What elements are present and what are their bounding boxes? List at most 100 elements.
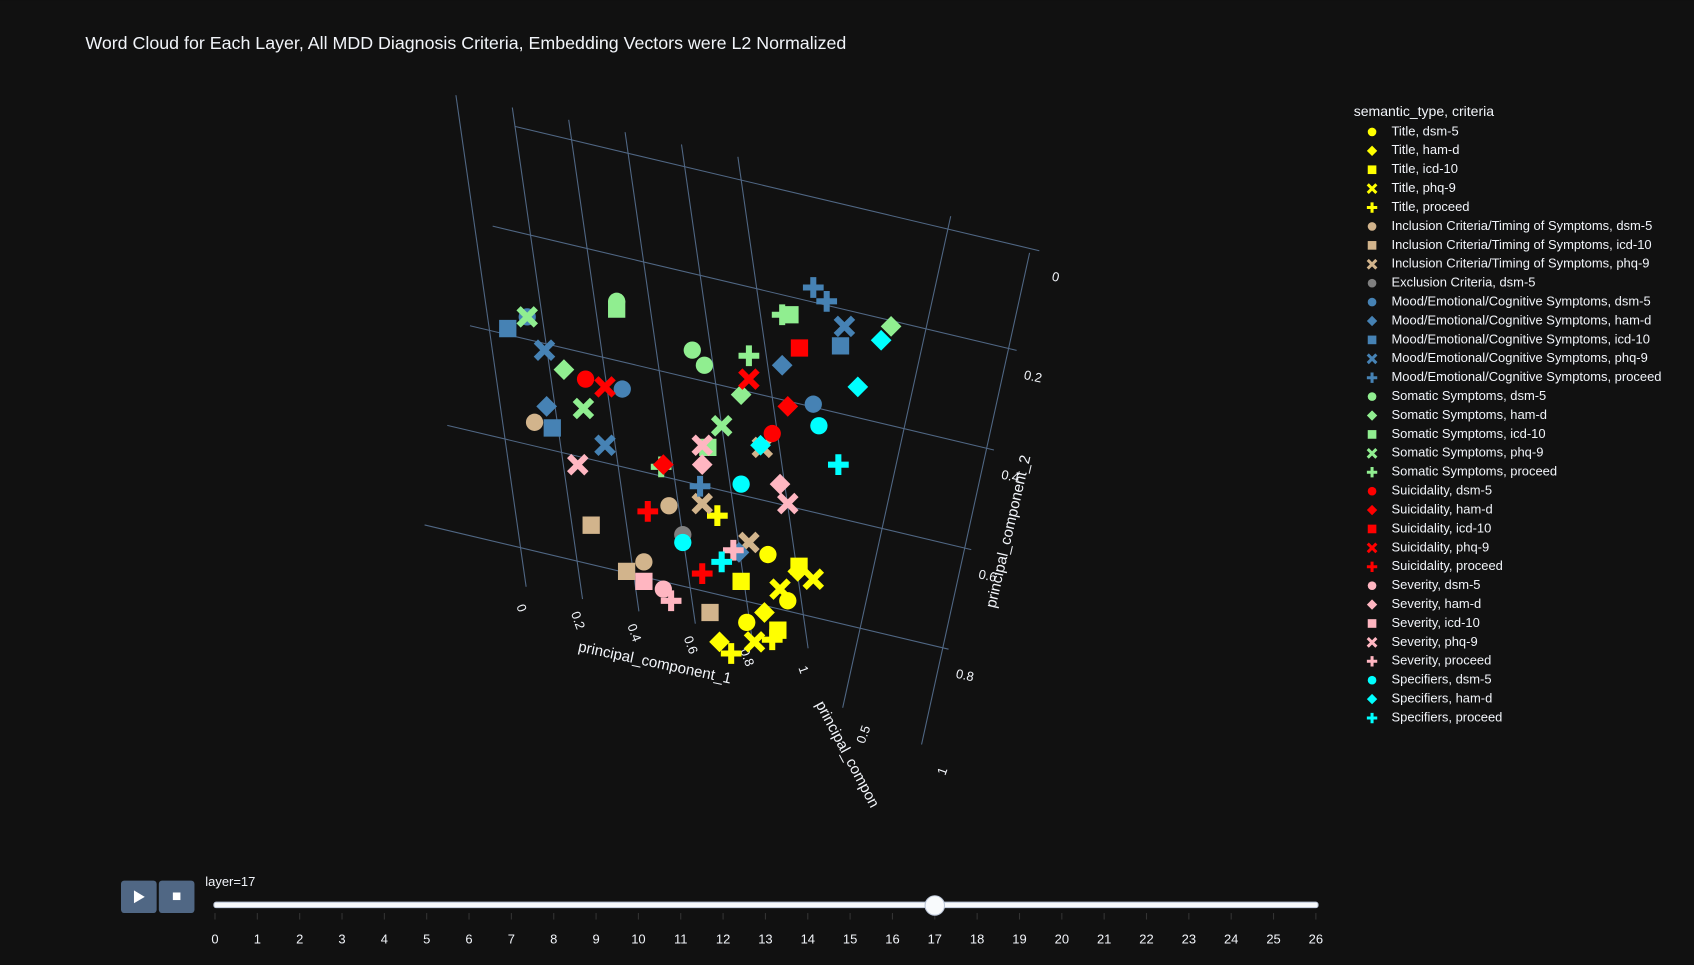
data-point <box>533 339 556 361</box>
x-tick-label: 0.8 <box>737 646 757 668</box>
x-tick-label: 0.6 <box>681 634 701 656</box>
data-point <box>499 319 517 338</box>
legend-item[interactable]: Specifiers, proceed <box>1366 709 1503 724</box>
legend-item[interactable]: Mood/Emotional/Cognitive Symptoms, ham-d <box>1366 312 1652 327</box>
legend-label: Mood/Emotional/Cognitive Symptoms, icd-1… <box>1392 331 1650 346</box>
data-point <box>759 545 777 564</box>
data-point <box>738 368 760 390</box>
data-point <box>732 572 750 590</box>
data-point <box>594 376 616 398</box>
points <box>499 277 902 664</box>
data-point <box>594 434 616 457</box>
data-point <box>743 631 766 653</box>
grid <box>424 95 1040 745</box>
legend-item[interactable]: Somatic Symptoms, ham-d <box>1366 407 1547 422</box>
data-point <box>654 580 672 598</box>
y-tick-label: 0 <box>1051 269 1061 285</box>
legend-item[interactable]: Suicidality, proceed <box>1366 558 1503 573</box>
legend-marker <box>1367 486 1377 496</box>
data-point <box>516 306 538 328</box>
legend-label: Specifiers, proceed <box>1392 709 1503 724</box>
data-point <box>802 568 825 590</box>
data-point <box>660 497 678 515</box>
legend-marker <box>1366 712 1378 724</box>
x-tick-label: 0.2 <box>568 609 588 631</box>
slider-step-label: 23 <box>1182 931 1196 946</box>
slider-step-label: 0 <box>211 931 218 946</box>
legend-label: Somatic Symptoms, dsm-5 <box>1392 388 1547 403</box>
data-point <box>637 500 659 522</box>
slider-handle[interactable] <box>924 895 946 916</box>
data-point <box>543 419 561 437</box>
legend-item[interactable]: Somatic Symptoms, icd-10 <box>1367 426 1546 441</box>
z-tick-label: 0.5 <box>853 723 873 745</box>
legend-item[interactable]: Severity, proceed <box>1366 653 1492 668</box>
y-tick-label: 0.6 <box>977 566 998 584</box>
data-point <box>831 337 850 355</box>
data-point <box>689 475 711 497</box>
slider-step-label: 11 <box>674 931 687 946</box>
y-tick-label: 0.2 <box>1023 367 1044 385</box>
slider-step-label: 13 <box>758 931 772 946</box>
y-tick-label: 0.4 <box>1000 467 1021 485</box>
data-point <box>810 417 828 435</box>
legend-label: Title, proceed <box>1392 199 1470 214</box>
legend-item[interactable]: Exclusion Criteria, dsm-5 <box>1367 275 1536 290</box>
legend-item[interactable]: Title, icd-10 <box>1367 161 1458 176</box>
legend-item[interactable]: Severity, phq-9 <box>1366 634 1478 649</box>
slider-step-label: 19 <box>1012 931 1026 946</box>
legend-item[interactable]: Somatic Symptoms, phq-9 <box>1366 445 1544 460</box>
legend-marker <box>1366 353 1378 365</box>
data-point <box>572 397 595 420</box>
legend-marker <box>1366 372 1378 383</box>
legend-item[interactable]: Mood/Emotional/Cognitive Symptoms, proce… <box>1366 369 1662 384</box>
legend-item[interactable]: Suicidality, icd-10 <box>1367 520 1492 535</box>
legend-item[interactable]: Title, proceed <box>1366 199 1470 214</box>
legend-label: Suicidality, icd-10 <box>1392 520 1492 535</box>
stop-icon <box>172 892 181 901</box>
legend-item[interactable]: Inclusion Criteria/Timing of Symptoms, p… <box>1366 256 1650 271</box>
data-point <box>730 384 752 406</box>
legend-label: Specifiers, dsm-5 <box>1392 672 1492 687</box>
legend-item[interactable]: Inclusion Criteria/Timing of Symptoms, i… <box>1367 237 1652 252</box>
legend-item[interactable]: Severity, dsm-5 <box>1367 577 1481 592</box>
legend-marker <box>1366 467 1378 478</box>
data-point <box>802 277 824 298</box>
x-tick-label: 1 <box>795 664 812 676</box>
legend-item[interactable]: Mood/Emotional/Cognitive Symptoms, phq-9 <box>1366 350 1648 365</box>
legend-marker <box>1367 335 1377 345</box>
legend-label: Inclusion Criteria/Timing of Symptoms, p… <box>1392 256 1650 271</box>
legend-item[interactable]: Somatic Symptoms, proceed <box>1366 464 1557 479</box>
data-point <box>695 356 714 374</box>
data-point <box>608 300 626 318</box>
legend-item[interactable]: Suicidality, dsm-5 <box>1367 483 1492 498</box>
legend-item[interactable]: Title, phq-9 <box>1366 180 1456 195</box>
legend-label: Mood/Emotional/Cognitive Symptoms, ham-d <box>1392 312 1652 327</box>
legend-label: Mood/Emotional/Cognitive Symptoms, phq-9 <box>1392 350 1648 365</box>
legend-label: Title, ham-d <box>1392 142 1460 157</box>
legend-label: Title, icd-10 <box>1392 161 1458 176</box>
grid-line <box>469 325 995 451</box>
stop-button[interactable] <box>158 880 195 914</box>
grid-line <box>515 125 1040 252</box>
legend-item[interactable]: Somatic Symptoms, dsm-5 <box>1367 388 1547 403</box>
slider-track[interactable] <box>213 901 1319 909</box>
data-point <box>833 315 856 338</box>
legend-item[interactable]: Severity, icd-10 <box>1367 615 1480 630</box>
data-point <box>769 578 791 600</box>
legend-item[interactable]: Inclusion Criteria/Timing of Symptoms, d… <box>1367 218 1653 233</box>
legend-label: Severity, proceed <box>1392 653 1492 668</box>
legend-item[interactable]: Title, dsm-5 <box>1367 123 1459 138</box>
data-point <box>660 590 682 612</box>
legend-item[interactable]: Suicidality, phq-9 <box>1366 539 1490 554</box>
slider-step-label: 4 <box>381 931 388 946</box>
play-button[interactable] <box>121 880 157 914</box>
legend-label: Mood/Emotional/Cognitive Symptoms, proce… <box>1392 369 1662 384</box>
legend-label: Title, phq-9 <box>1392 180 1456 195</box>
legend-label: Suicidality, phq-9 <box>1392 539 1490 554</box>
data-point <box>701 603 719 622</box>
legend-item[interactable]: Mood/Emotional/Cognitive Symptoms, icd-1… <box>1367 331 1650 346</box>
legend-item[interactable]: Mood/Emotional/Cognitive Symptoms, dsm-5 <box>1367 294 1651 309</box>
slider-step-label: 14 <box>801 931 815 946</box>
legend-item[interactable]: Specifiers, dsm-5 <box>1367 672 1492 687</box>
